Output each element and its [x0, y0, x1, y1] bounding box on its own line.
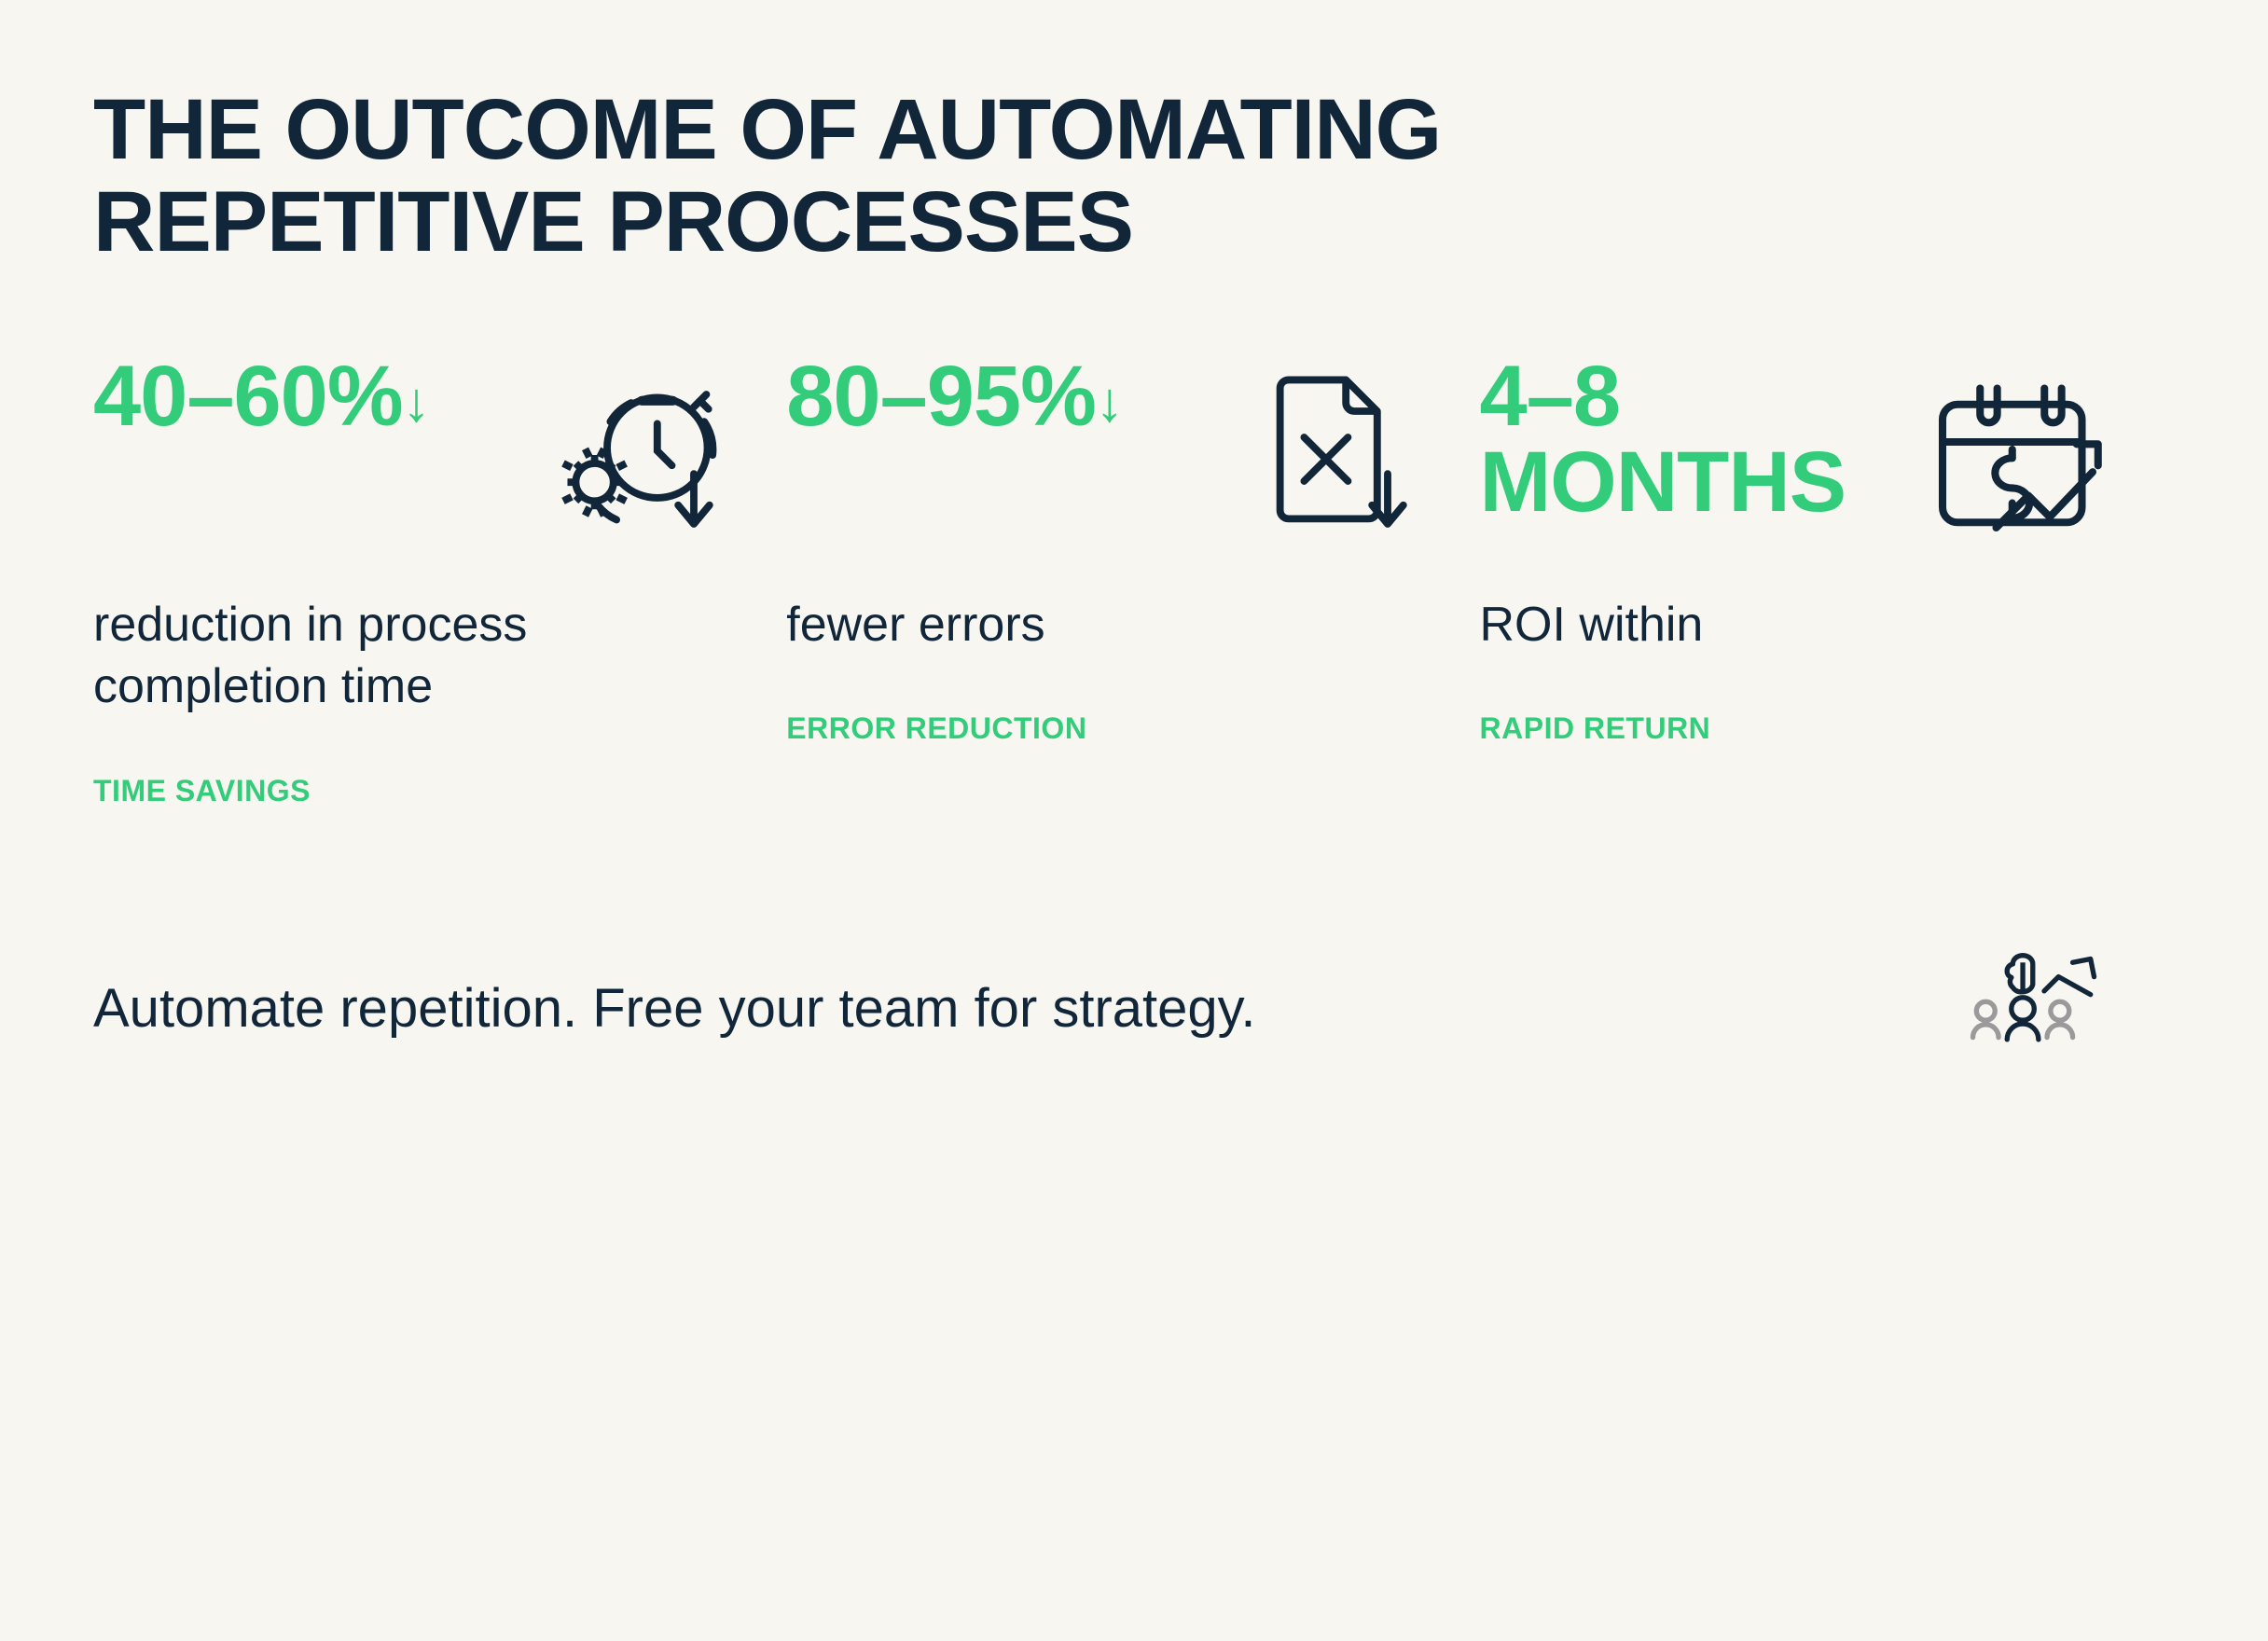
stat-column-error-reduction: 80–95%↓ fewer errors ERROR REDUCTION [786, 353, 1479, 808]
team-brain-growth-icon [1970, 948, 2119, 1069]
stopwatch-gear-icon [534, 353, 749, 568]
calendar-dollar-icon [1921, 353, 2136, 568]
stat-column-rapid-return: 4–8 MONTHS ROI within RAPID [1480, 353, 2173, 808]
stat-value-rapid-return: 4–8 MONTHS [1480, 353, 1921, 525]
stat-column-time-savings: 40–60%↓ [93, 353, 786, 808]
footer-tagline: Automate repetition. Free your team for … [93, 977, 1256, 1040]
stat-description-time-savings: reduction in process completion time [93, 594, 749, 718]
stat-value-time-savings: 40–60%↓ [93, 353, 430, 439]
stat-value-error-reduction: 80–95%↓ [786, 353, 1123, 439]
stat-description-error-reduction: fewer errors [786, 594, 1442, 656]
document-error-icon [1228, 353, 1443, 568]
footer-section: Automate repetition. Free your team for … [93, 948, 2175, 1069]
page-title: THE OUTCOME OF AUTOMATING REPETITIVE PRO… [93, 84, 2052, 269]
stat-label-rapid-return: RAPID RETURN [1480, 711, 2136, 746]
stats-columns: 40–60%↓ [93, 353, 2175, 808]
stat-label-error-reduction: ERROR REDUCTION [786, 711, 1442, 746]
infographic-slide: THE OUTCOME OF AUTOMATING REPETITIVE PRO… [0, 0, 2268, 1641]
stat-label-time-savings: TIME SAVINGS [93, 774, 749, 808]
stat-description-rapid-return: ROI within [1480, 594, 2136, 656]
